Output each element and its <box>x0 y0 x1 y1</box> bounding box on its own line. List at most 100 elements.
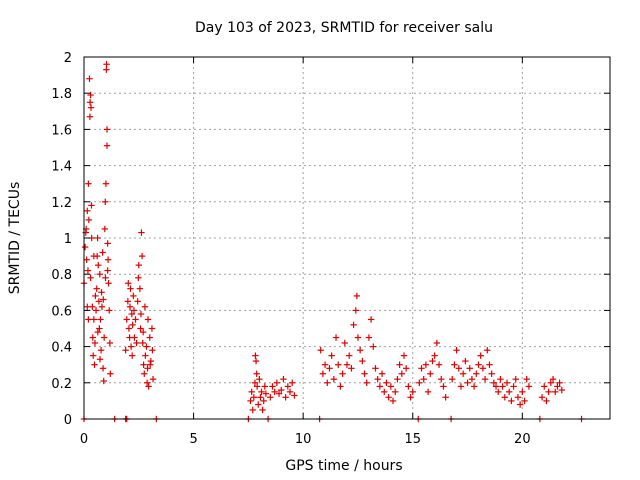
data-point <box>389 397 397 405</box>
data-point <box>107 370 114 377</box>
data-point <box>468 375 476 383</box>
data-point <box>376 383 384 390</box>
data-point <box>262 390 270 397</box>
data-point <box>256 375 263 383</box>
data-point <box>85 316 92 323</box>
data-point <box>409 388 416 396</box>
x-tick-label: 10 <box>295 432 312 447</box>
data-point <box>405 383 412 390</box>
data-point <box>146 334 153 341</box>
data-point <box>416 379 423 386</box>
data-point <box>523 375 530 383</box>
data-point <box>91 361 98 368</box>
data-point <box>146 361 154 368</box>
data-point <box>149 347 156 354</box>
data-point <box>556 379 563 386</box>
data-point <box>547 379 555 386</box>
data-point <box>99 365 107 372</box>
data-point <box>488 370 495 377</box>
data-point <box>252 352 259 359</box>
data-point <box>459 370 467 377</box>
y-tick-label: 0.2 <box>51 377 72 392</box>
data-point <box>267 394 274 401</box>
data-point <box>291 392 298 399</box>
data-point <box>95 298 103 305</box>
data-point <box>104 267 111 274</box>
data-point <box>133 339 140 347</box>
data-point <box>407 394 414 401</box>
data-point <box>352 307 359 314</box>
data-point <box>370 343 377 350</box>
data-point <box>96 325 103 332</box>
data-point <box>93 285 100 292</box>
data-point <box>273 379 281 386</box>
y-axis-label: SRMTID / TECUs <box>7 182 23 295</box>
data-point <box>400 352 408 359</box>
data-point <box>330 375 338 383</box>
data-point <box>286 388 294 396</box>
data-point <box>258 388 265 396</box>
data-point <box>372 365 379 372</box>
data-point <box>435 361 443 368</box>
data-point <box>130 307 138 314</box>
data-point <box>141 303 149 310</box>
data-point <box>130 292 137 300</box>
data-point <box>554 383 561 390</box>
data-point <box>261 383 269 390</box>
grid <box>84 57 610 419</box>
data-point <box>86 113 94 120</box>
data-point <box>104 256 112 263</box>
y-tick-label: 0.4 <box>51 341 72 356</box>
data-point <box>495 388 502 396</box>
data-point <box>87 104 95 111</box>
data-point <box>84 303 91 310</box>
x-tick-label: 20 <box>514 432 531 447</box>
data-point <box>99 249 106 256</box>
data-point <box>280 375 287 383</box>
data-point <box>492 383 500 390</box>
data-point <box>81 243 89 251</box>
data-point <box>269 383 276 390</box>
data-point <box>129 352 136 359</box>
data-point <box>250 394 258 401</box>
data-point <box>138 252 146 260</box>
data-point <box>319 370 327 377</box>
data-point <box>122 347 129 354</box>
data-point <box>549 375 557 383</box>
data-point <box>144 365 151 372</box>
data-point <box>123 316 130 323</box>
data-point <box>259 406 266 414</box>
data-point <box>92 307 100 314</box>
y-tick-label: 1.8 <box>51 87 72 102</box>
data-point <box>464 379 471 386</box>
data-point <box>353 292 361 300</box>
data-point <box>497 375 504 383</box>
data-point <box>398 370 405 377</box>
data-point <box>479 365 487 372</box>
data-point <box>538 394 546 401</box>
data-point <box>96 271 103 278</box>
data-point <box>503 379 511 386</box>
data-point <box>252 357 260 365</box>
data-point <box>374 375 381 383</box>
data-point <box>350 321 357 329</box>
data-point <box>84 207 91 215</box>
data-point <box>427 370 434 377</box>
data-point <box>247 397 254 405</box>
data-point <box>86 75 93 82</box>
data-point <box>541 383 548 390</box>
data-point <box>260 397 267 405</box>
data-point <box>100 334 108 341</box>
data-point <box>106 339 114 347</box>
data-point <box>102 274 109 282</box>
data-point <box>132 316 139 323</box>
data-point <box>521 397 528 405</box>
data-point <box>453 347 460 354</box>
data-point <box>100 296 107 303</box>
data-point <box>84 267 92 274</box>
data-point <box>558 386 565 394</box>
data-point <box>367 316 375 323</box>
data-point <box>361 370 368 377</box>
chart-title: Day 103 of 2023, SRMTID for receiver sal… <box>195 20 493 36</box>
